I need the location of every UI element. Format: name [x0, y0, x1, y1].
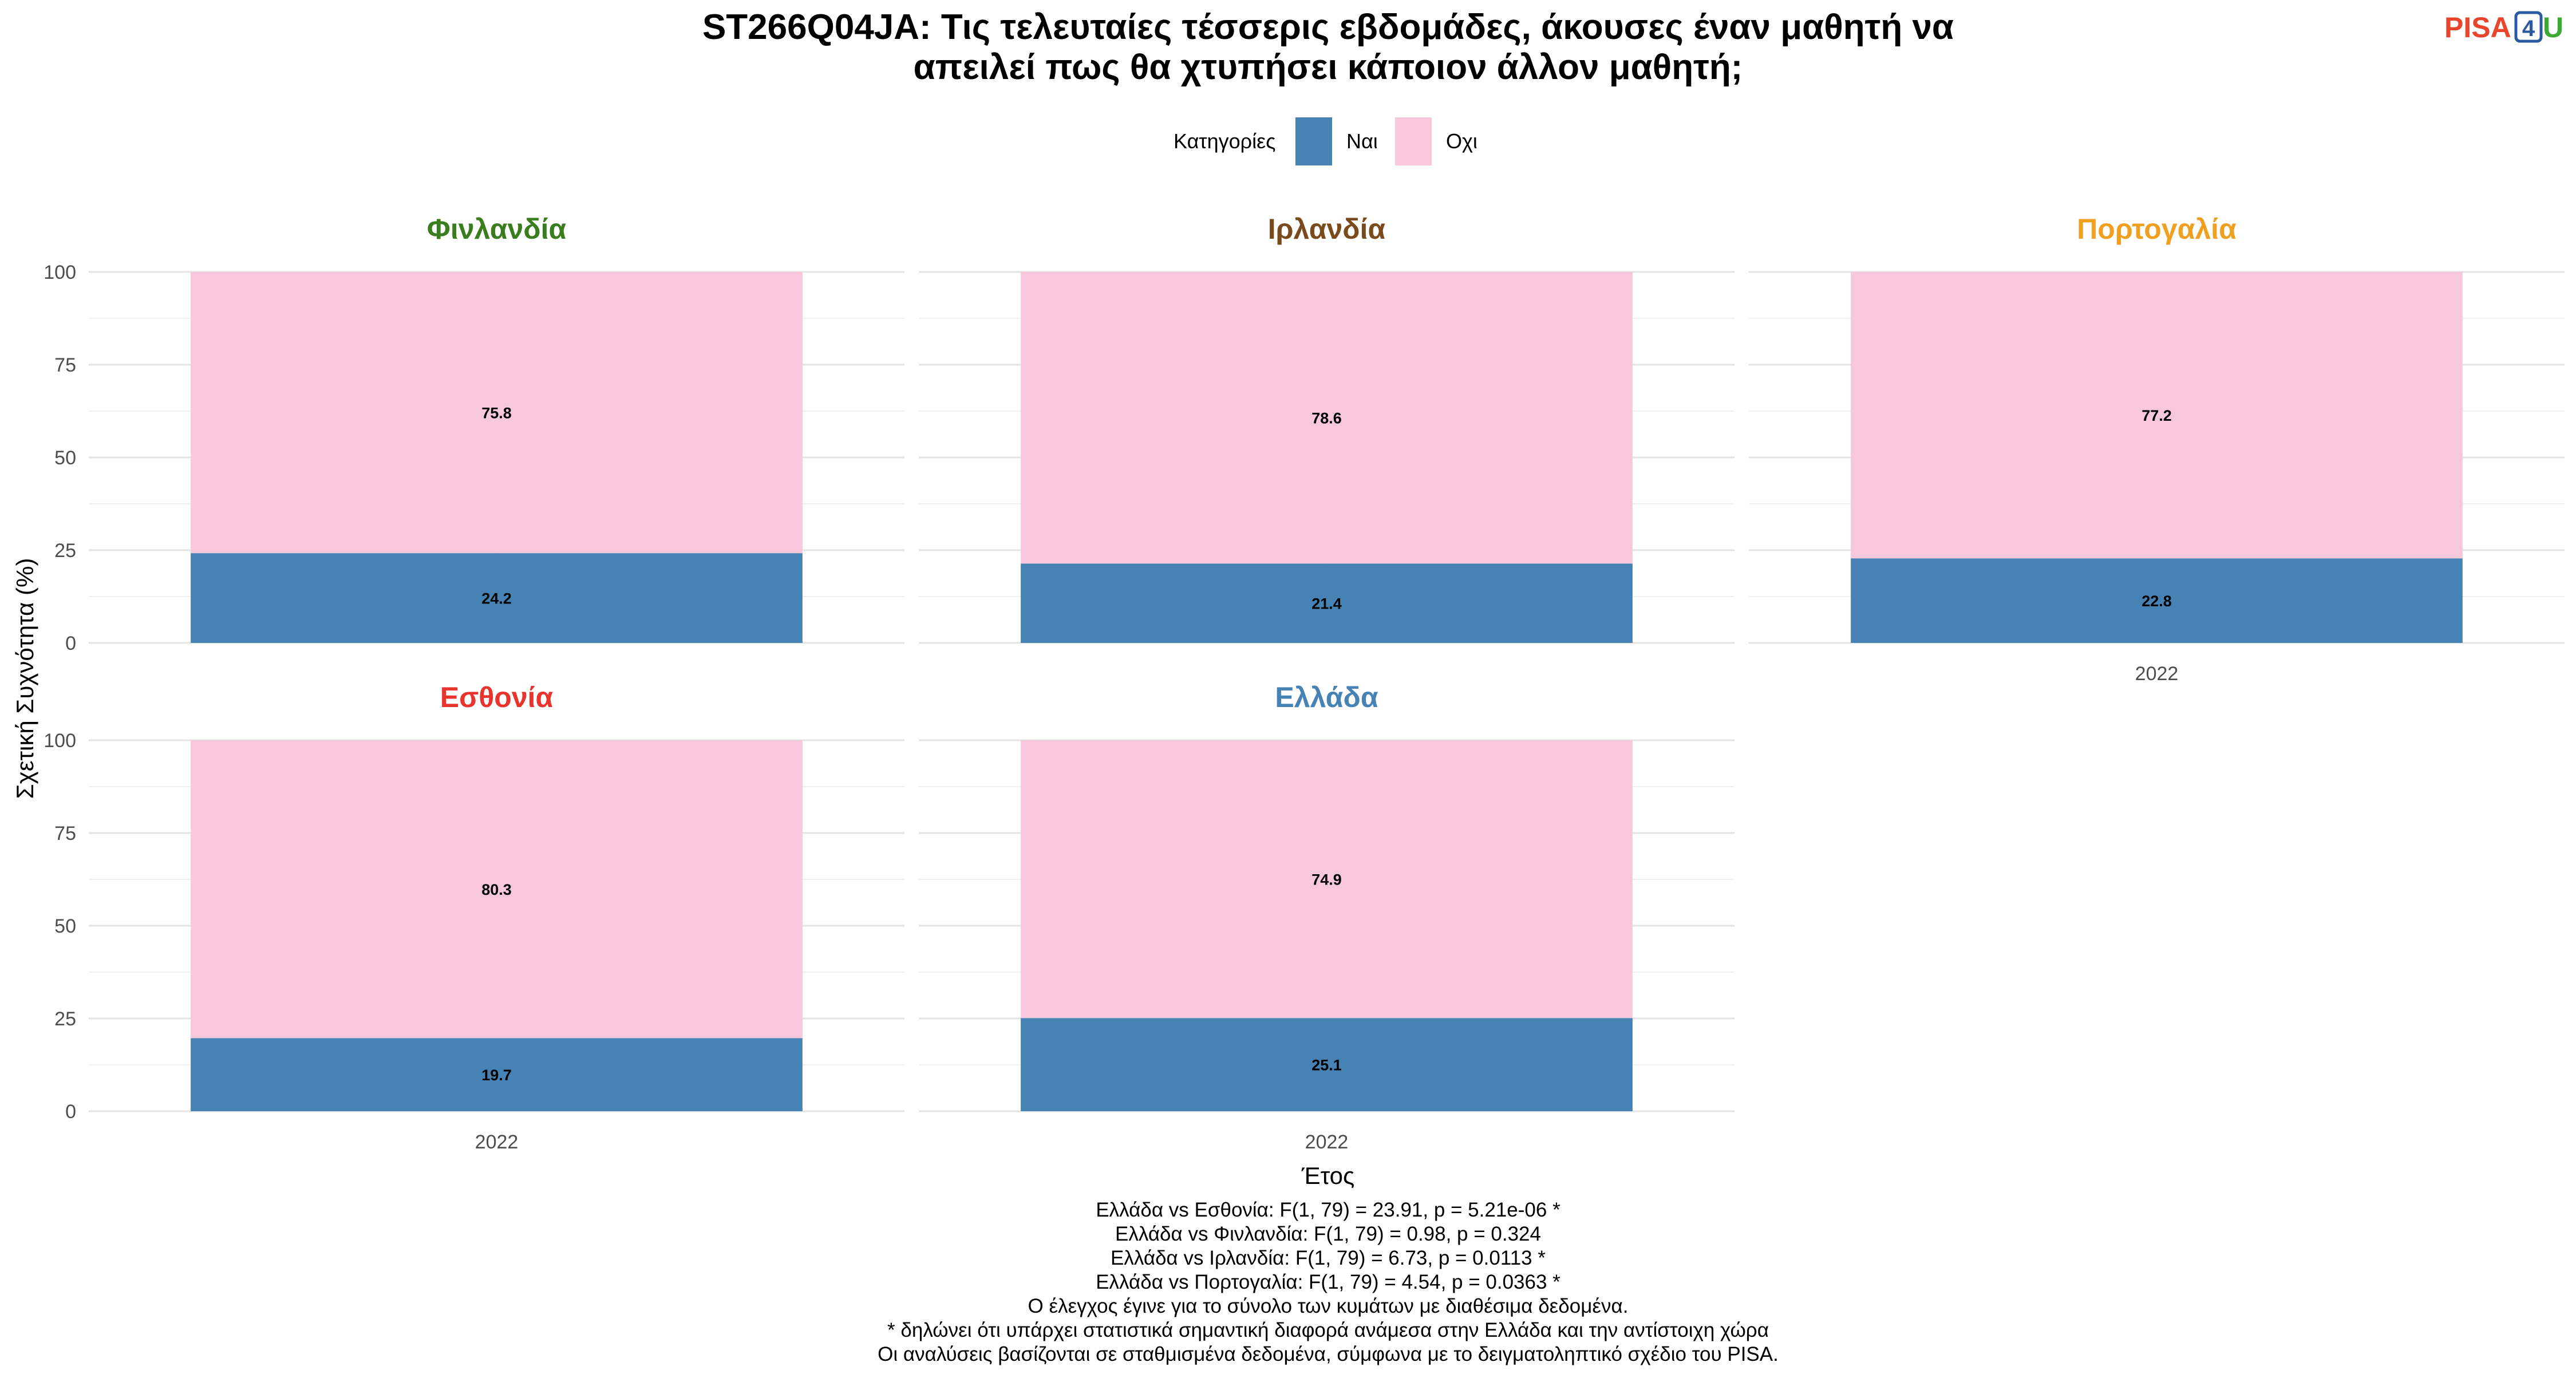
facet-title-πορτογαλία: Πορτογαλία — [2077, 213, 2237, 245]
y-tick-label: 75 — [54, 354, 76, 376]
chart-title-line-2: απειλεί πως θα χτυπήσει κάποιον άλλον μα… — [914, 48, 1743, 87]
legend-key-yes — [1295, 117, 1332, 165]
y-tick-label: 25 — [54, 1008, 76, 1030]
chart-title: ST266Q04JA: Τις τελευταίες τέσσερις εβδο… — [702, 7, 1954, 87]
panel-ελλάδα: Ελλάδα 25.1 74.9 2022 — [919, 681, 1735, 1153]
footnote-line-1: Ελλάδα vs Εσθονία: F(1, 79) = 23.91, p =… — [1096, 1199, 1560, 1221]
bar-πορτογαλία-οχι — [1851, 272, 2463, 559]
bar-εσθονία-οχι — [191, 740, 803, 1039]
bar-ιρλανδία-ναι — [1021, 563, 1633, 643]
bar-ιρλανδία-οχι — [1021, 272, 1633, 564]
bar-ελλάδα-οχι — [1021, 740, 1633, 1018]
y-tick-label: 0 — [65, 633, 76, 654]
bar-ελλάδα-ναι — [1021, 1018, 1633, 1111]
footnote-line-5: Ο έλεγχος έγινε για το σύνολο των κυμάτω… — [1028, 1295, 1629, 1317]
x-axis-title: Έτος — [1301, 1162, 1355, 1189]
x-tick-label: 2022 — [475, 1131, 519, 1153]
panel-εσθονία: Εσθονία 0 25 50 75 100 19.7 80.3 2022 — [44, 681, 904, 1153]
bar-label-εσθονία-ναι: 19.7 — [481, 1067, 512, 1084]
bar-εσθονία-ναι — [191, 1038, 803, 1111]
bar-label-ελλάδα-ναι: 25.1 — [1311, 1057, 1342, 1074]
logo-four-box — [2514, 11, 2543, 43]
y-tick-label: 50 — [54, 915, 76, 937]
facet-title-ιρλανδία: Ιρλανδία — [1268, 213, 1386, 245]
facet-panels: Φινλανδία 0 25 50 75 100 24.2 75.8 Ιρλανδία 21.4 7… — [44, 213, 2565, 1153]
bar-label-πορτογαλία-ναι: 22.8 — [2142, 593, 2172, 610]
logo-part-pisa: PISA — [2444, 11, 2511, 44]
footnote-line-3: Ελλάδα vs Ιρλανδία: F(1, 79) = 6.73, p =… — [1111, 1247, 1546, 1269]
footnote-line-7: Οι αναλύσεις βασίζονται σε σταθμισμένα δ… — [878, 1343, 1779, 1365]
y-tick-label: 0 — [65, 1101, 76, 1123]
facet-title-εσθονία: Εσθονία — [440, 681, 554, 713]
footnote-line-4: Ελλάδα vs Πορτογαλία: F(1, 79) = 4.54, p… — [1096, 1271, 1560, 1293]
chart-title-line-1: ST266Q04JA: Τις τελευταίες τέσσερις εβδο… — [702, 7, 1954, 47]
y-tick-label: 25 — [54, 540, 76, 562]
y-tick-label: 50 — [54, 447, 76, 469]
logo-part-four: 4 — [2522, 16, 2535, 41]
x-tick-label: 2022 — [1305, 1131, 1349, 1153]
bar-label-εσθονία-οχι: 80.3 — [481, 881, 512, 898]
y-axis-title: Σχετική Συχνότητα (%) — [11, 558, 38, 799]
bar-φινλανδία-ναι — [191, 553, 803, 643]
pisa4u-logo: PISA 4 U — [2444, 11, 2563, 44]
y-tick-label: 100 — [44, 262, 76, 283]
legend-label-no: Οχι — [1446, 129, 1477, 153]
facet-title-φινλανδία: Φινλανδία — [427, 213, 567, 245]
bar-label-ιρλανδία-ναι: 21.4 — [1311, 595, 1342, 613]
legend-key-no — [1395, 117, 1432, 165]
legend: Κατηγορίες Ναι Οχι — [1174, 117, 1477, 165]
panel-πορτογαλία: Πορτογαλία 22.8 77.2 2022 — [1749, 213, 2565, 685]
panel-φινλανδία: Φινλανδία 0 25 50 75 100 24.2 75.8 — [44, 213, 904, 654]
bar-label-πορτογαλία-οχι: 77.2 — [2142, 407, 2172, 424]
y-tick-label: 75 — [54, 823, 76, 844]
footnote-line-6: * δηλώνει ότι υπάρχει στατιστικά σημαντι… — [887, 1319, 1769, 1341]
legend-label-yes: Ναι — [1346, 129, 1378, 153]
bar-label-ιρλανδία-οχι: 78.6 — [1311, 410, 1342, 427]
facet-title-ελλάδα: Ελλάδα — [1275, 681, 1378, 713]
bar-label-φινλανδία-ναι: 24.2 — [481, 590, 512, 607]
panel-ιρλανδία: Ιρλανδία 21.4 78.6 — [919, 213, 1735, 644]
logo-part-u: U — [2543, 11, 2563, 44]
bar-label-ελλάδα-οχι: 74.9 — [1311, 871, 1342, 889]
footnote-line-2: Ελλάδα vs Φινλανδία: F(1, 79) = 0.98, p … — [1115, 1223, 1541, 1245]
bar-label-φινλανδία-οχι: 75.8 — [481, 405, 512, 422]
legend-title: Κατηγορίες — [1174, 129, 1276, 153]
bar-φινλανδία-οχι — [191, 272, 803, 554]
bar-πορτογαλία-ναι — [1851, 558, 2463, 643]
y-tick-label: 100 — [44, 730, 76, 752]
footnotes: Ελλάδα vs Εσθονία: F(1, 79) = 23.91, p =… — [878, 1199, 1779, 1365]
x-tick-label: 2022 — [2135, 663, 2179, 685]
